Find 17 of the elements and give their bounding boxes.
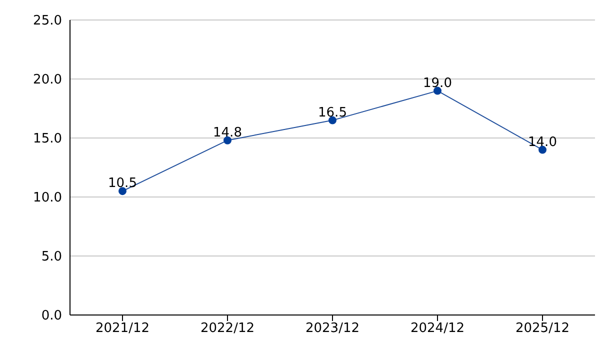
- y-tick-label: 10.0: [33, 190, 62, 206]
- y-tick-label: 20.0: [33, 72, 62, 88]
- x-tick-label: 2021/12: [95, 321, 150, 336]
- data-label: 14.0: [528, 134, 557, 150]
- data-label: 10.5: [108, 176, 137, 192]
- data-label: 19.0: [423, 76, 452, 91]
- y-tick-label: 25.0: [33, 14, 62, 29]
- x-tick-label: 2024/12: [410, 321, 465, 336]
- y-tick-label: 0.0: [41, 308, 62, 324]
- x-tick-label: 2023/12: [305, 321, 360, 336]
- point: [118, 187, 126, 196]
- y-tick-label: 5.0: [41, 250, 62, 265]
- data-label: 16.5: [318, 105, 347, 120]
- y-tick-label: 15.0: [33, 132, 62, 147]
- x-tick-label: 2022/12: [200, 321, 255, 336]
- data-label: 14.8: [213, 125, 242, 140]
- x-tick-label: 2025/12: [515, 321, 570, 336]
